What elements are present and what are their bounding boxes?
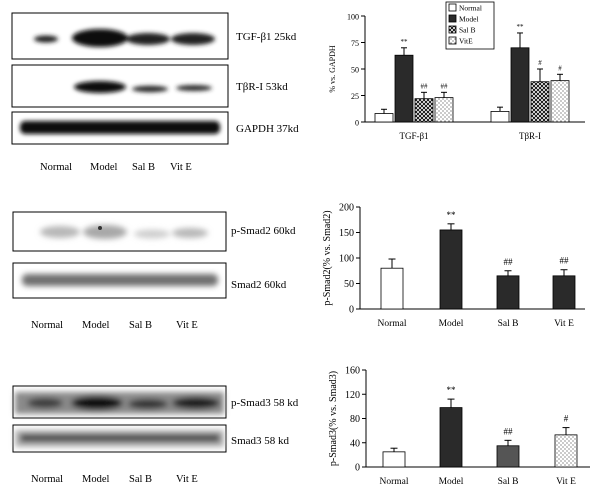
bar (439, 229, 463, 310)
y-tick-label: 75 (351, 39, 359, 48)
lane-label-salb: Sal B (129, 320, 152, 331)
significance-label: ** (447, 385, 457, 395)
y-tick-label: 50 (344, 279, 354, 290)
legend-label: Sal B (459, 26, 475, 35)
significance-label: ** (517, 23, 525, 31)
y-tick-label: 40 (350, 438, 360, 449)
blot-label-smad3: Smad3 58 kd (231, 435, 290, 447)
bar (382, 451, 406, 468)
significance-label: ## (421, 82, 429, 90)
significance-label: # (564, 414, 569, 424)
lane-label-salb: Sal B (132, 162, 155, 173)
bar (439, 407, 463, 468)
y-axis-label: % vs. GAPDH (328, 45, 337, 93)
significance-label: ## (441, 82, 449, 90)
x-tick-label: Sal B (498, 319, 519, 329)
x-tick-label: Normal (377, 319, 406, 329)
chart-psmad3: 0 40 80 120 160 p-Smad3(% vs. Smad3) Normal ** M… (328, 366, 590, 487)
bar (530, 81, 550, 123)
bar (394, 54, 414, 123)
lane-label-model: Model (82, 474, 109, 485)
y-tick-label: 0 (355, 463, 360, 474)
x-tick-label: Model (439, 477, 464, 487)
lane-label-salb: Sal B (129, 474, 152, 485)
x-tick-label: Sal B (498, 477, 519, 487)
chart-psmad2: 0 50 100 150 200 p-Smad2(% vs. Smad2) Normal **… (322, 203, 585, 329)
blot-strip-tbri (11, 64, 229, 108)
legend-label: Normal (459, 4, 482, 13)
y-tick-label: 100 (347, 13, 359, 22)
y-tick-label: 200 (339, 203, 354, 214)
legend-label: Model (459, 15, 479, 24)
bar (374, 113, 394, 123)
blot-label-psmad3: p-Smad3 58 kd (231, 397, 299, 409)
blot-label-smad2: Smad2 60kd (231, 279, 287, 291)
y-tick-label: 100 (339, 254, 354, 265)
y-axis-label: p-Smad2(% vs. Smad2) (322, 210, 333, 305)
lane-label-vite: Vit E (176, 320, 198, 331)
x-tick-label: Normal (379, 477, 408, 487)
y-tick-label: 160 (345, 366, 360, 377)
y-tick-label: 120 (345, 390, 360, 401)
blot-strip-psmad2 (12, 211, 227, 252)
significance-label: ## (504, 426, 514, 436)
bar (554, 434, 578, 468)
bar (550, 80, 570, 123)
y-axis-label: p-Smad3(% vs. Smad3) (328, 371, 339, 466)
bar (510, 47, 530, 123)
blot-panel-b: p-Smad2 60kd Smad2 60kd Normal Model Sal… (12, 211, 296, 331)
blot-strip-tgfb1 (11, 12, 229, 60)
x-tick-label: Vit E (556, 477, 576, 487)
lane-label-model: Model (90, 162, 117, 173)
y-tick-label: 80 (350, 414, 360, 425)
blot-strip-psmad3 (12, 385, 227, 419)
bar (414, 98, 434, 123)
x-tick-label: TGF-β1 (399, 131, 428, 141)
bar (496, 445, 520, 468)
bar (496, 275, 520, 310)
blot-strip-gapdh (11, 111, 229, 145)
lane-label-vite: Vit E (170, 162, 192, 173)
bar (552, 275, 576, 310)
bar (380, 267, 404, 310)
blot-strip-smad3 (12, 424, 227, 453)
legend-swatch (448, 36, 457, 45)
significance-label: ## (504, 257, 514, 267)
legend-swatch (448, 14, 457, 23)
x-tick-label: TβR-I (519, 131, 541, 141)
legend-swatch (448, 3, 457, 12)
legend: Normal Model Sal B VitE (445, 1, 495, 50)
x-tick-label: Model (439, 319, 464, 329)
significance-label: ** (447, 210, 457, 220)
y-tick-label: 25 (351, 92, 359, 101)
blot-strip-smad2 (12, 262, 227, 299)
y-tick-label: 50 (351, 66, 359, 75)
blot-label-gapdh: GAPDH 37kd (236, 123, 299, 135)
blot-label-tgfb1: TGF-β1 25kd (236, 31, 297, 43)
bar (434, 97, 454, 123)
legend-label: VitE (459, 37, 473, 46)
x-tick-label: Vit E (554, 319, 574, 329)
lane-label-model: Model (82, 320, 109, 331)
blot-label-tbri: TβR-I 53kd (236, 81, 288, 93)
lane-label-normal: Normal (40, 162, 72, 173)
y-tick-label: 0 (349, 305, 354, 316)
lane-label-normal: Normal (31, 320, 63, 331)
significance-label: ## (560, 256, 570, 266)
significance-label: ** (401, 38, 409, 46)
y-tick-label: 150 (339, 228, 354, 239)
blot-label-psmad2: p-Smad2 60kd (231, 225, 296, 237)
lane-label-normal: Normal (31, 474, 63, 485)
significance-label: # (538, 59, 542, 67)
legend-swatch (448, 25, 457, 34)
blot-panel-c: p-Smad3 58 kd Smad3 58 kd Normal Model S… (12, 385, 299, 485)
bar (490, 111, 510, 123)
lane-label-vite: Vit E (176, 474, 198, 485)
blot-panel-a: TGF-β1 25kd TβR-I 53kd GAPDH 37kd Normal… (11, 12, 299, 173)
y-tick-label: 0 (355, 119, 359, 128)
significance-label: # (558, 64, 562, 72)
